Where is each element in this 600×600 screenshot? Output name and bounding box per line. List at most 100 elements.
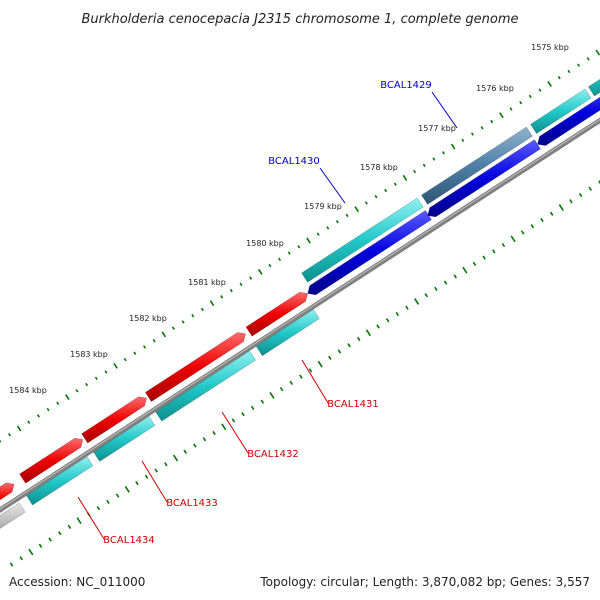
tick-labels: 1575 kbp 1576 kbp 1577 kbp 1578 kbp 1579 kbp… xyxy=(9,43,569,395)
tick-mark xyxy=(209,300,215,307)
tick-mark xyxy=(268,263,272,268)
gene-block-partial[interactable] xyxy=(0,502,26,539)
gene-label[interactable]: BCAL1433 xyxy=(166,498,218,509)
tick-mark xyxy=(306,237,311,244)
tick-mark xyxy=(453,274,457,279)
tick-mark xyxy=(337,349,342,354)
tick-mark xyxy=(171,326,175,330)
map-title: Burkholderia cenocepacia J2315 chromosom… xyxy=(81,12,518,27)
tick-mark xyxy=(191,313,195,318)
tick-mark xyxy=(588,186,592,191)
tick-mark xyxy=(249,276,253,280)
tick-marks xyxy=(0,49,600,567)
gene-block[interactable] xyxy=(537,80,600,146)
tick-mark xyxy=(472,261,477,266)
tick-mark xyxy=(8,432,11,437)
tick-mark xyxy=(567,69,571,74)
gene-block[interactable] xyxy=(19,437,84,484)
gene-label-leader xyxy=(221,411,249,454)
tick-mark xyxy=(549,211,554,216)
tick-mark xyxy=(161,331,167,338)
tick-mark xyxy=(85,382,89,387)
tick-mark xyxy=(229,288,233,293)
tick-mark xyxy=(384,188,388,193)
tick-mark xyxy=(27,420,31,424)
cds-block[interactable] xyxy=(587,56,600,97)
cds-block[interactable] xyxy=(301,197,424,283)
tick-label: 1579 kbp xyxy=(304,202,342,211)
tick-mark xyxy=(402,174,408,181)
gene-tracks xyxy=(0,56,600,539)
tick-label: 1577 kbp xyxy=(418,124,456,133)
tick-mark xyxy=(164,462,168,467)
gene-label[interactable]: BCAL1434 xyxy=(103,535,155,546)
gene-block[interactable] xyxy=(307,210,432,296)
tick-mark xyxy=(376,324,380,329)
cds-block[interactable] xyxy=(26,456,94,506)
tick-mark xyxy=(231,418,236,423)
tick-label: 1582 kbp xyxy=(129,314,167,323)
gene-block[interactable] xyxy=(427,139,541,218)
gene-label[interactable]: BCAL1431 xyxy=(327,399,379,410)
tick-mark xyxy=(569,199,573,204)
cds-block[interactable] xyxy=(93,415,156,462)
tick-label: 1581 kbp xyxy=(188,278,226,287)
tick-mark xyxy=(269,392,275,399)
cds-block-selected[interactable] xyxy=(421,126,533,205)
tick-mark xyxy=(520,230,525,235)
tick-mark xyxy=(354,206,360,213)
gene-label-leader xyxy=(319,167,346,204)
cds-block[interactable] xyxy=(255,309,320,357)
tick-mark xyxy=(144,474,149,479)
gene-block[interactable] xyxy=(0,482,15,514)
tick-mark xyxy=(557,75,561,80)
tick-mark xyxy=(287,251,291,255)
tick-mark xyxy=(289,380,294,385)
tick-mark xyxy=(405,305,409,310)
tick-mark xyxy=(94,376,98,380)
tick-mark xyxy=(414,298,420,305)
tick-mark xyxy=(462,266,468,274)
tick-mark xyxy=(181,320,185,324)
gene-label[interactable]: BCAL1430 xyxy=(268,156,320,167)
gene-block[interactable] xyxy=(144,332,247,402)
gene-block[interactable] xyxy=(245,291,309,337)
tick-mark xyxy=(385,318,390,323)
tick-mark xyxy=(193,443,197,448)
tick-mark xyxy=(183,449,187,454)
tick-mark xyxy=(317,360,323,368)
tick-mark xyxy=(347,343,351,348)
gene-block[interactable] xyxy=(81,396,148,444)
tick-label: 1580 kbp xyxy=(246,239,284,248)
tick-mark xyxy=(470,132,474,136)
tick-mark xyxy=(374,194,378,199)
gene-label[interactable]: BCAL1432 xyxy=(247,449,299,460)
accession-text: Accession: NC_011000 xyxy=(9,575,146,589)
cds-block[interactable] xyxy=(530,88,592,134)
tick-mark xyxy=(328,355,332,360)
tick-mark xyxy=(530,224,535,229)
tick-mark xyxy=(528,94,532,99)
cds-block[interactable] xyxy=(155,350,257,422)
tick-mark xyxy=(395,311,400,317)
tick-mark xyxy=(113,362,118,369)
tick-mark xyxy=(172,454,179,462)
tick-mark xyxy=(154,468,158,473)
tick-mark xyxy=(221,423,227,431)
tick-mark xyxy=(115,493,120,498)
tick-mark xyxy=(432,157,436,161)
tick-mark xyxy=(499,112,504,119)
tick-mark xyxy=(250,405,255,411)
tick-mark xyxy=(434,286,438,292)
tick-mark xyxy=(510,235,516,243)
tick-mark xyxy=(133,351,137,355)
gene-labels: BCAL1429 BCAL1430 BCAL1431 BCAL1432 BCAL1433… xyxy=(77,80,458,546)
tick-mark xyxy=(76,517,82,525)
tick-mark xyxy=(393,182,397,186)
tick-mark xyxy=(0,439,2,443)
gene-label-leader xyxy=(301,359,329,404)
tick-mark xyxy=(335,220,339,224)
tick-label: 1575 kbp xyxy=(531,43,569,52)
tick-mark xyxy=(67,524,72,530)
gene-label[interactable]: BCAL1429 xyxy=(380,80,432,91)
